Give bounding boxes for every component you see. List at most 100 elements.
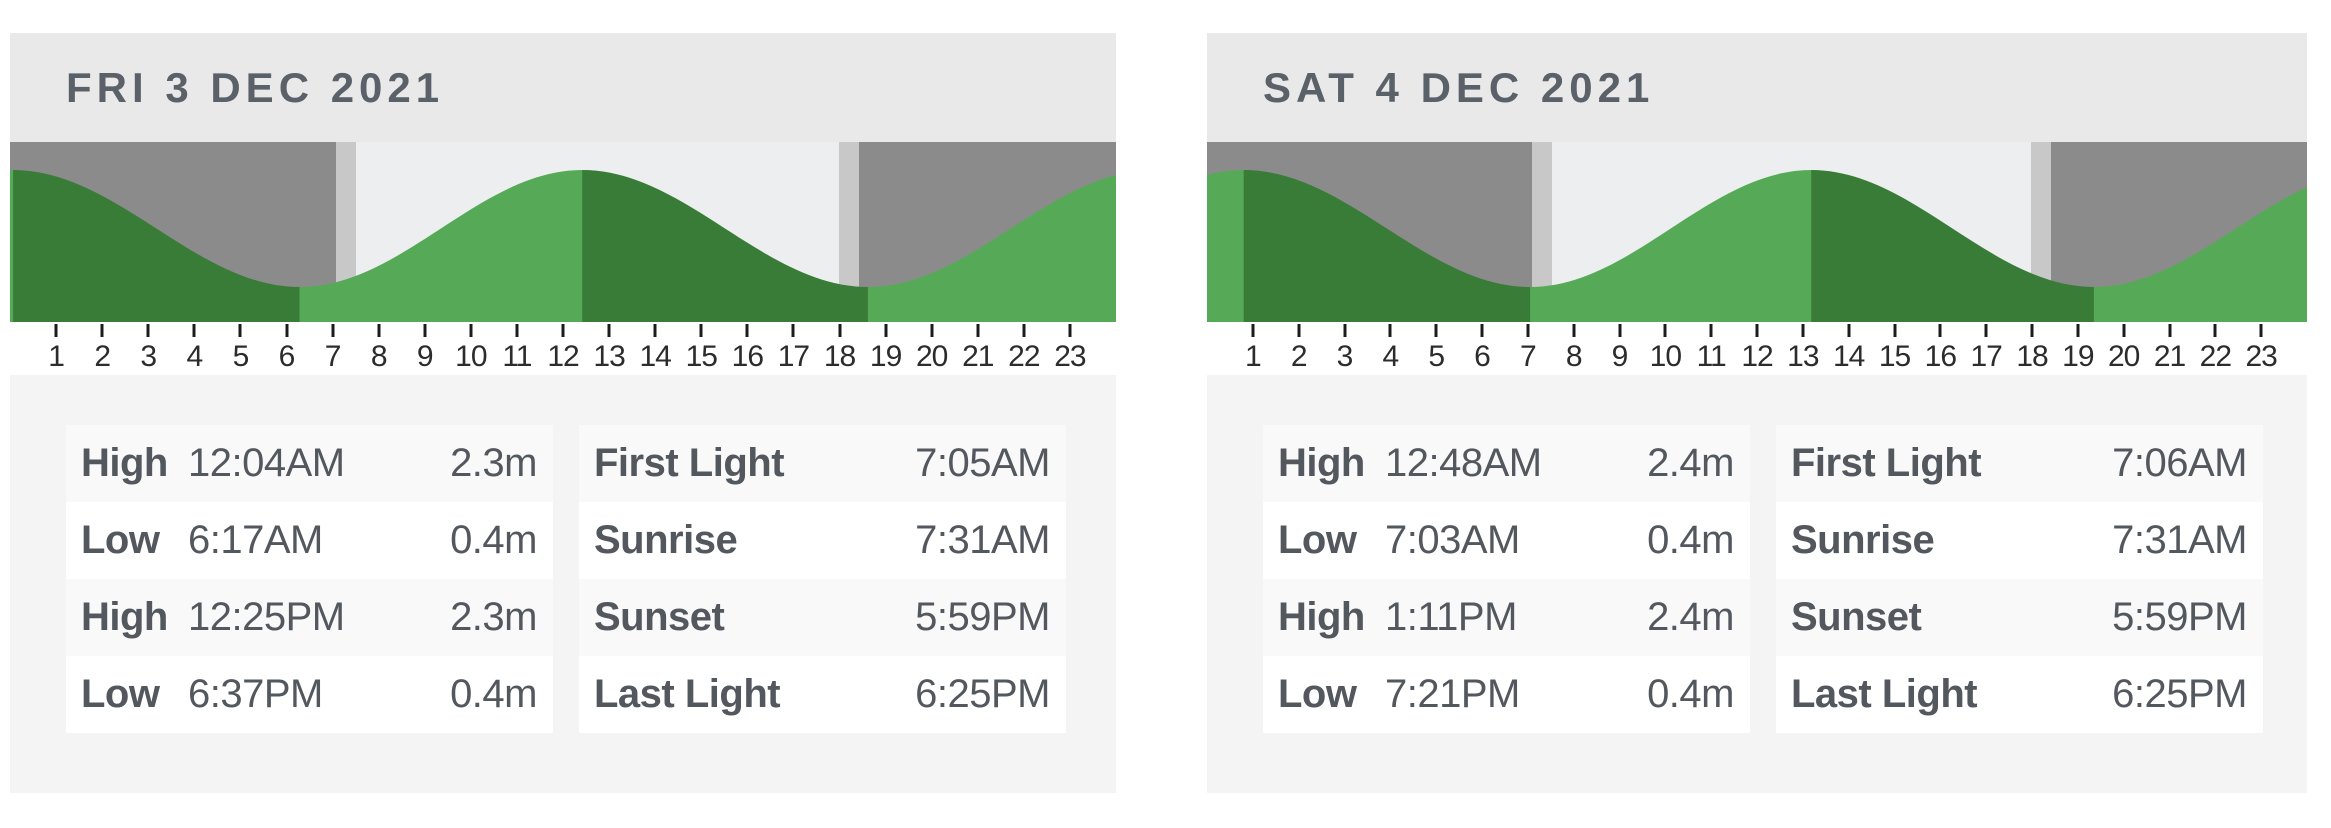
sun-row: Last Light 6:25PM (579, 656, 1066, 733)
rising-tide-segment (1530, 170, 1812, 322)
tide-time: 6:37PM (188, 672, 323, 716)
hour-tick-label: 14 (1832, 340, 1865, 373)
tide-table: High 12:48AM 2.4m Low 7:03AM 0.4m High 1… (1263, 425, 1750, 733)
tide-height: 0.4m (450, 672, 537, 716)
sun-event-time: 7:06AM (2112, 441, 2247, 485)
sun-event-label: Sunset (1791, 595, 1922, 639)
tide-curve (10, 170, 1116, 322)
hour-tick-label: 13 (1787, 340, 1819, 373)
tide-height: 2.4m (1647, 595, 1734, 639)
hour-tick (2076, 324, 2080, 337)
tide-row: Low 6:37PM 0.4m (66, 656, 553, 733)
tide-time: 12:04AM (188, 441, 345, 485)
hour-tick-label: 13 (593, 340, 625, 373)
sun-row: First Light 7:06AM (1776, 425, 2263, 502)
hour-tick (1434, 324, 1438, 337)
hour-tick-label: 2 (1290, 340, 1308, 373)
hour-tick (1068, 324, 1072, 337)
sun-event-time: 6:25PM (2112, 672, 2247, 716)
hour-tick (2259, 324, 2263, 337)
sun-event-label: Sunrise (594, 518, 738, 562)
hour-tick-label: 23 (1054, 340, 1086, 373)
tide-type-label: Low (1278, 672, 1357, 716)
hour-tick-label: 23 (2245, 340, 2277, 373)
falling-tide-segment (13, 170, 300, 322)
sun-event-time: 6:25PM (915, 672, 1050, 716)
hour-tick (1984, 324, 1988, 337)
tide-type-label: Low (81, 518, 160, 562)
hour-tick (1572, 324, 1576, 337)
day-panel-fri: FRI 3 DEC 2021 1 2 3 4 5 6 7 8 9 10 11 12 13 14 15 16 17… (10, 33, 1116, 793)
hour-tick-label: 6 (1474, 340, 1491, 373)
tide-height: 2.4m (1647, 441, 1734, 485)
hour-tick (1755, 324, 1759, 337)
sun-event-label: Last Light (594, 672, 781, 716)
tide-height: 0.4m (1647, 672, 1734, 716)
panel-title: FRI 3 DEC 2021 (66, 63, 445, 111)
sun-event-label: Sunset (594, 595, 725, 639)
tide-type-label: High (81, 441, 168, 485)
falling-tide-segment (1243, 170, 1531, 322)
hour-tick (1388, 324, 1392, 337)
tide-height: 2.3m (450, 595, 537, 639)
hour-tick-label: 10 (1649, 340, 1682, 373)
hour-tick-label: 17 (1970, 340, 2002, 373)
hour-tick-label: 17 (777, 340, 810, 373)
hour-tick (561, 324, 565, 337)
hour-tick-label: 12 (1741, 340, 1773, 373)
hour-tick (2168, 324, 2171, 337)
hour-tick (238, 324, 242, 337)
panel-tables: High 12:48AM 2.4m Low 7:03AM 0.4m High 1… (1207, 375, 2307, 793)
sun-table: First Light 7:05AM Sunrise 7:31AM Sunset… (579, 425, 1066, 733)
hour-tick-label: 9 (1611, 340, 1629, 373)
hour-tick-label: 7 (324, 340, 342, 373)
hour-tick (469, 324, 473, 337)
sun-event-time: 7:05AM (915, 441, 1050, 485)
panel-tables: High 12:04AM 2.3m Low 6:17AM 0.4m High 1… (10, 375, 1116, 793)
hour-tick-label: 10 (455, 340, 487, 373)
sun-row: Sunset 5:59PM (1776, 579, 2263, 656)
hour-tick (146, 324, 150, 337)
hour-tick (884, 324, 888, 337)
sun-row: First Light 7:05AM (579, 425, 1066, 502)
hour-tick (1801, 324, 1805, 337)
hour-tick-label: 19 (869, 340, 902, 373)
hour-tick-label: 19 (2062, 340, 2094, 373)
hour-tick (1480, 324, 1484, 337)
tide-chart (10, 142, 1116, 322)
tide-row: Low 7:03AM 0.4m (1263, 502, 1750, 579)
tide-table: High 12:04AM 2.3m Low 6:17AM 0.4m High 1… (66, 425, 553, 733)
hour-tick (1022, 324, 1026, 337)
hour-tick-label: 16 (731, 340, 764, 373)
hour-tick-label: 1 (48, 340, 65, 373)
hour-tick-label: 5 (1428, 340, 1445, 373)
tide-row: High 12:04AM 2.3m (66, 425, 553, 502)
hour-tick (1297, 324, 1301, 337)
hour-tick (423, 324, 427, 337)
hour-tick (331, 324, 335, 337)
hour-tick (2030, 324, 2034, 337)
hour-tick-label: 18 (2016, 340, 2048, 373)
rising-tide-segment (299, 170, 583, 322)
sun-event-label: First Light (594, 441, 785, 485)
tide-time: 7:03AM (1385, 518, 1520, 562)
hour-tick-label: 1 (1244, 340, 1262, 373)
tide-type-label: Low (1278, 518, 1357, 562)
rising-tide-segment (2093, 187, 2307, 322)
hour-tick (192, 324, 196, 337)
tide-curve (1207, 170, 2307, 322)
hour-tick-label: 15 (1878, 340, 1911, 373)
hour-tick-label: 7 (1519, 340, 1537, 373)
hour-tick (607, 324, 611, 337)
tide-row: High 12:25PM 2.3m (66, 579, 553, 656)
hour-tick-label: 3 (1336, 340, 1354, 373)
hour-tick (54, 324, 58, 337)
hour-tick-label: 18 (823, 340, 856, 373)
hour-axis: 1 2 3 4 5 6 7 8 9 10 11 12 13 14 15 16 17 18 19 20 21 22 23 (10, 322, 1116, 375)
tide-row: High 12:48AM 2.4m (1263, 425, 1750, 502)
tide-time: 1:11PM (1385, 595, 1517, 639)
hour-tick (1893, 324, 1896, 337)
hour-tick-label: 15 (685, 340, 718, 373)
hour-axis: 1 2 3 4 5 6 7 8 9 10 11 12 13 14 15 16 17 18 19 20 21 22 23 (1207, 322, 2307, 375)
hour-tick-label: 3 (140, 340, 157, 373)
